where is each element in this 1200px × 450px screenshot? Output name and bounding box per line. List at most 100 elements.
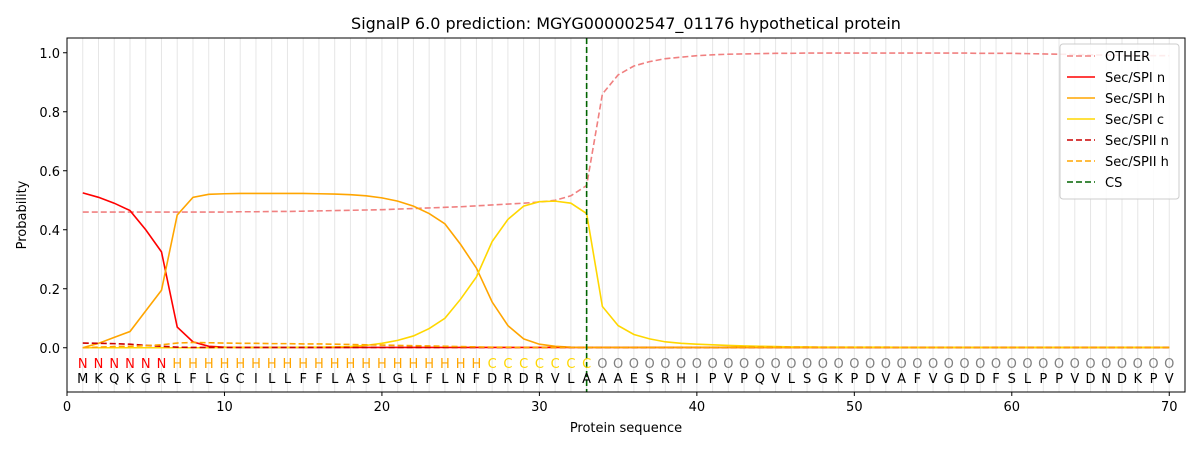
region-label: H [298, 357, 308, 372]
residue-letter: F [992, 372, 999, 387]
region-label: C [551, 357, 560, 372]
residue-letter: K [1133, 372, 1142, 387]
residue-letter: P [709, 372, 717, 387]
residue-letter: K [94, 372, 103, 387]
region-label: N [109, 357, 119, 372]
residue-letter: F [315, 372, 322, 387]
region-label: O [1148, 357, 1158, 372]
residue-letter: L [788, 372, 796, 387]
legend-entry: Sec/SPI c [1105, 113, 1164, 128]
region-label: O [865, 357, 875, 372]
region-label: H [314, 357, 324, 372]
region-label: H [440, 357, 450, 372]
residue-letter: R [503, 372, 512, 387]
x-tick-label: 10 [216, 400, 233, 415]
residue-letter: E [630, 372, 638, 387]
region-label: O [975, 357, 985, 372]
region-label: C [488, 357, 497, 372]
residue-letter: I [695, 372, 699, 387]
series-line [82, 192, 1170, 349]
residue-letter: V [551, 372, 560, 387]
region-label: O [1007, 357, 1017, 372]
plot-frame [66, 37, 1186, 393]
x-axis-label: Protein sequence [570, 421, 682, 436]
region-label: C [582, 357, 591, 372]
residue-letter: A [582, 372, 591, 387]
region-label: O [1133, 357, 1143, 372]
residue-letter: S [645, 372, 653, 387]
residue-letter: P [1039, 372, 1047, 387]
region-label: O [1054, 357, 1064, 372]
region-label: C [503, 357, 512, 372]
residue-letter: V [1070, 372, 1079, 387]
region-label: O [944, 357, 954, 372]
y-axis-label: Probability [15, 180, 30, 249]
residue-letter: C [236, 372, 245, 387]
region-label: O [629, 357, 639, 372]
region-label: H [204, 357, 214, 372]
region-label: O [1038, 357, 1048, 372]
region-label: N [141, 357, 151, 372]
series-line [82, 200, 1170, 349]
x-tick-label: 0 [63, 400, 71, 415]
region-label: O [786, 357, 796, 372]
residue-letter: P [1150, 372, 1158, 387]
residue-letter: L [1024, 372, 1032, 387]
region-label: H [456, 357, 466, 372]
residue-letter: L [410, 372, 418, 387]
region-label: H [220, 357, 230, 372]
residue-letter: D [519, 372, 529, 387]
residue-letter: G [944, 372, 954, 387]
region-label: H [235, 357, 245, 372]
legend-entry: OTHER [1105, 50, 1150, 65]
x-tick-label: 40 [689, 400, 706, 415]
residue-letter: P [740, 372, 748, 387]
region-label: N [94, 357, 104, 372]
residue-letter: G [219, 372, 229, 387]
residue-letter: N [1101, 372, 1111, 387]
region-label: O [912, 357, 922, 372]
residue-letter: S [803, 372, 811, 387]
residue-letter: R [535, 372, 544, 387]
residue-letter: M [77, 372, 88, 387]
region-label: O [1022, 357, 1032, 372]
residue-letter: L [331, 372, 339, 387]
region-label: O [692, 357, 702, 372]
residue-letter: Q [755, 372, 765, 387]
residue-letter: K [834, 372, 843, 387]
residue-letter: V [929, 372, 938, 387]
residue-letter: N [456, 372, 466, 387]
region-label: H [188, 357, 198, 372]
residue-letter: L [567, 372, 575, 387]
region-label: O [676, 357, 686, 372]
residue-letter: D [975, 372, 985, 387]
residue-letter: A [346, 372, 355, 387]
region-label: N [157, 357, 167, 372]
residue-letter: I [254, 372, 258, 387]
legend: OTHER Sec/SPI n Sec/SPI h Sec/SPI c Sec/SPII… [1059, 43, 1180, 200]
gridlines [82, 38, 1170, 392]
residue-letter: D [487, 372, 497, 387]
region-label: H [393, 357, 403, 372]
residue-letter: R [157, 372, 166, 387]
residue-letter: Q [109, 372, 119, 387]
axes: 0 10 20 30 40 50 60 70 0.0 0.2 0.4 0.6 0.8 1.0 [39, 47, 1177, 415]
residue-letter: S [362, 372, 370, 387]
residue-letter: P [1055, 372, 1063, 387]
region-label: O [1101, 357, 1111, 372]
x-tick-label: 60 [1004, 400, 1021, 415]
region-label: H [283, 357, 293, 372]
chart-title: SignalP 6.0 prediction: MGYG000002547_01… [351, 14, 901, 34]
residue-letter: G [141, 372, 151, 387]
region-label: O [1164, 357, 1174, 372]
y-tick-label: 0.6 [39, 165, 60, 180]
residue-letter: F [473, 372, 480, 387]
y-tick-label: 0.8 [39, 106, 60, 121]
region-label: O [660, 357, 670, 372]
residue-letter: F [299, 372, 306, 387]
residue-letter: V [771, 372, 780, 387]
residue-letter: L [441, 372, 449, 387]
residue-letter: D [1086, 372, 1096, 387]
series-line [82, 52, 1170, 213]
